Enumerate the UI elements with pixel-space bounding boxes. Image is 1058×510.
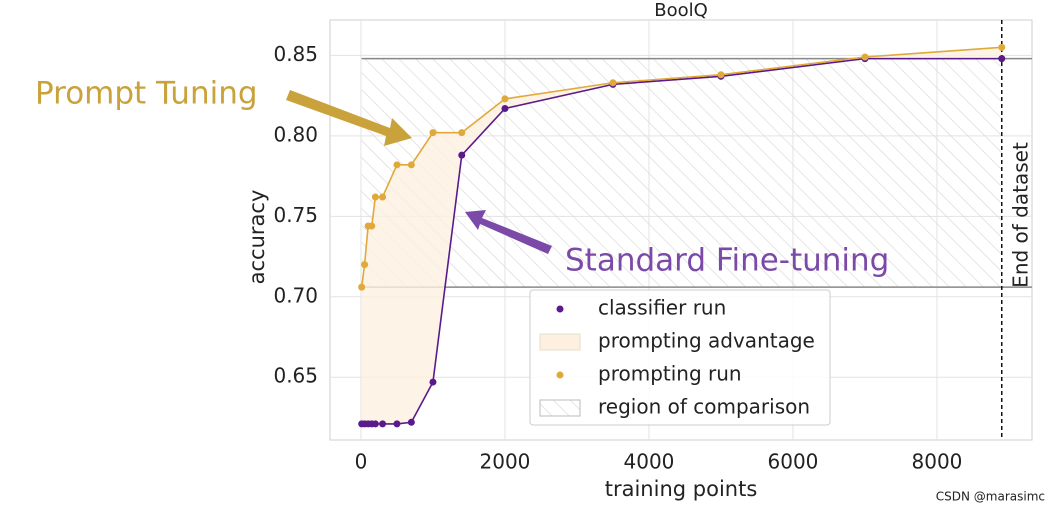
- x-tick-label: 4000: [624, 450, 675, 474]
- data-point: [458, 129, 466, 137]
- data-point: [371, 193, 379, 201]
- data-point: [361, 261, 369, 269]
- annotation-arrow: [465, 210, 552, 254]
- end-label: End of dataset: [1008, 142, 1032, 288]
- y-axis-label: accuracy: [245, 190, 269, 285]
- y-tick-label: 0.65: [273, 364, 318, 388]
- x-tick-label: 8000: [912, 450, 963, 474]
- x-tick-label: 6000: [768, 450, 819, 474]
- chart-title: BoolQ: [654, 0, 708, 21]
- data-point: [609, 79, 617, 87]
- data-point: [861, 53, 869, 61]
- legend-box: [529, 289, 831, 426]
- advantage-area: [361, 47, 1002, 424]
- data-point: [429, 129, 437, 137]
- data-point: [407, 418, 415, 426]
- data-point: [393, 420, 401, 428]
- y-tick-label: 0.85: [273, 42, 318, 66]
- data-point: [717, 71, 725, 79]
- legend-label: prompting run: [598, 362, 742, 386]
- data-point: [393, 161, 401, 169]
- data-point: [429, 378, 437, 386]
- legend-label: region of comparison: [598, 395, 810, 419]
- data-point: [379, 193, 387, 201]
- watermark: CSDN @marasimc: [936, 490, 1045, 504]
- comparison-region: [361, 58, 1002, 288]
- data-point: [358, 283, 366, 291]
- y-tick-label: 0.75: [273, 203, 318, 227]
- annotation: Prompt Tuning: [35, 76, 258, 112]
- data-point: [368, 222, 376, 230]
- y-tick-label: 0.80: [273, 122, 318, 146]
- legend: classifier run prompting advantage prompti…: [529, 289, 831, 426]
- x-tick-label: 0: [355, 450, 368, 474]
- legend-marker: [556, 305, 564, 313]
- x-axis-label: training points: [605, 477, 758, 501]
- data-point: [407, 161, 415, 169]
- legend-marker: [539, 399, 581, 417]
- x-tick-label: 2000: [480, 450, 531, 474]
- y-tick-label: 0.70: [273, 283, 318, 307]
- data-point: [501, 105, 509, 113]
- annotation-arrow: [286, 90, 412, 146]
- data-point: [371, 420, 379, 428]
- legend-label: prompting advantage: [598, 329, 815, 353]
- legend-marker: [539, 333, 581, 351]
- annotation: Standard Fine-tuning: [565, 243, 889, 279]
- data-point: [501, 95, 509, 103]
- data-point: [458, 151, 466, 159]
- legend-label: classifier run: [598, 296, 726, 320]
- data-point: [379, 420, 387, 428]
- legend-marker: [556, 371, 564, 379]
- data-point: [998, 55, 1006, 63]
- data-point: [998, 43, 1006, 51]
